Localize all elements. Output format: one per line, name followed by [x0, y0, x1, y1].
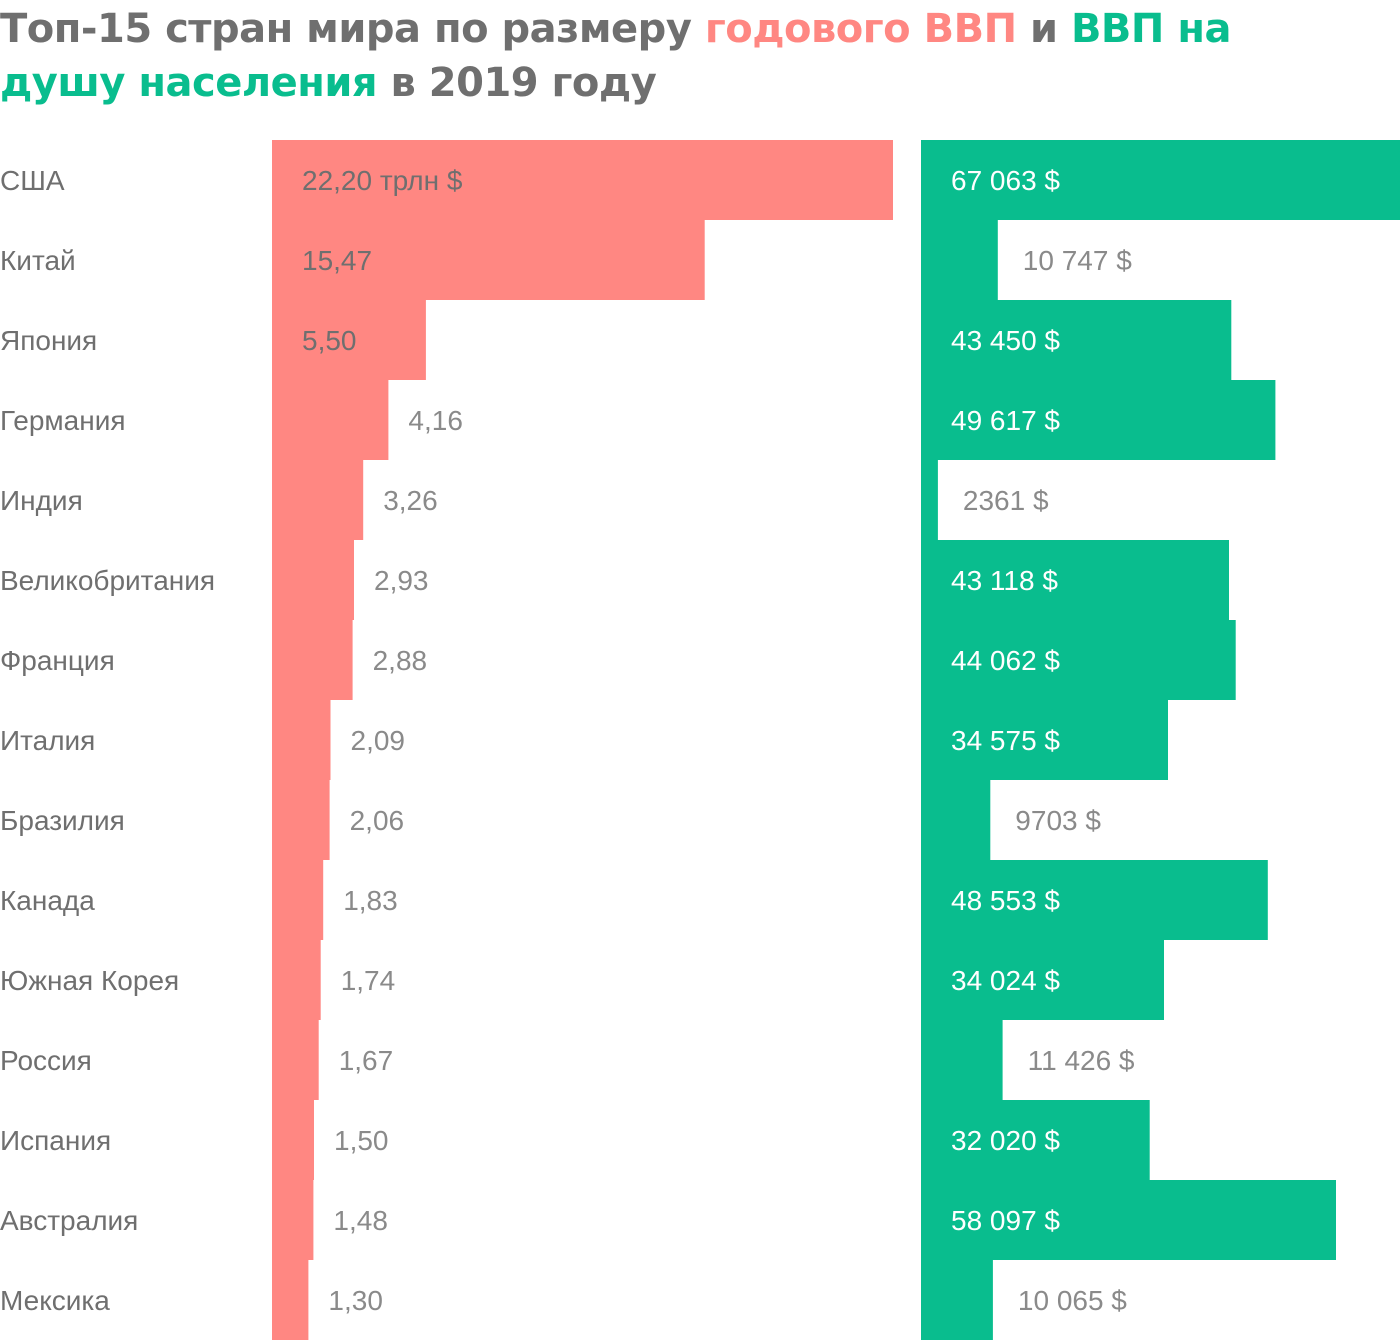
- country-label: Мексика: [0, 1285, 110, 1316]
- gdp-bar: [272, 860, 324, 940]
- gdp-value-label: 2,93: [374, 565, 429, 596]
- country-label: Австралия: [0, 1205, 138, 1236]
- gdp-value-label: 1,50: [334, 1125, 389, 1156]
- country-label: Испания: [0, 1125, 111, 1156]
- per-capita-bar: [921, 1260, 993, 1340]
- gdp-value-label: 1,83: [343, 885, 398, 916]
- per-capita-value-label: 48 553 $: [951, 885, 1060, 916]
- gdp-bar: [272, 1020, 319, 1100]
- gdp-bar: [272, 540, 354, 620]
- per-capita-value-label: 9703 $: [1015, 805, 1101, 836]
- gdp-value-label: 1,30: [328, 1285, 383, 1316]
- per-capita-bar: [921, 700, 1168, 780]
- per-capita-bar: [921, 940, 1164, 1020]
- per-capita-bar: [921, 620, 1236, 700]
- per-capita-value-label: 10 747 $: [1023, 245, 1132, 276]
- gdp-bar: [272, 620, 353, 700]
- per-capita-value-label: 2361 $: [963, 485, 1049, 516]
- per-capita-value-label: 43 450 $: [951, 325, 1060, 356]
- per-capita-value-label: 10 065 $: [1018, 1285, 1127, 1316]
- per-capita-bar: [921, 460, 938, 540]
- title-part-3: и: [1016, 6, 1071, 52]
- title-part-5: в 2019 году: [377, 60, 657, 106]
- per-capita-value-label: 44 062 $: [951, 645, 1060, 676]
- gdp-bar: [272, 940, 321, 1020]
- per-capita-value-label: 32 020 $: [951, 1125, 1060, 1156]
- gdp-value-label: 1,67: [339, 1045, 394, 1076]
- country-label: Китай: [0, 245, 76, 276]
- gdp-bar: [272, 1260, 309, 1340]
- gdp-bar: [272, 460, 364, 540]
- per-capita-bar: [921, 780, 991, 860]
- gdp-value-label: 3,26: [383, 485, 438, 516]
- country-label: Великобритания: [0, 565, 215, 596]
- title-gdp-highlight: годового ВВП: [704, 6, 1017, 52]
- per-capita-bar: [921, 540, 1229, 620]
- gdp-value-label: 22,20 трлн $: [302, 165, 463, 196]
- title-part-1: Топ-15 стран мира по размеру: [0, 6, 705, 52]
- per-capita-bar: [921, 1180, 1336, 1260]
- country-label: Франция: [0, 645, 115, 676]
- country-label: Италия: [0, 725, 95, 756]
- country-label: Япония: [0, 325, 97, 356]
- gdp-bar: [272, 700, 331, 780]
- country-label: Бразилия: [0, 805, 125, 836]
- gdp-bar: [272, 380, 389, 460]
- gdp-value-label: 1,48: [333, 1205, 388, 1236]
- gdp-value-label: 2,06: [350, 805, 405, 836]
- gdp-bar: [272, 300, 426, 380]
- per-capita-bar: [921, 860, 1268, 940]
- gdp-bar: [272, 140, 893, 220]
- country-label: Южная Корея: [0, 965, 179, 996]
- per-capita-value-label: 34 024 $: [951, 965, 1060, 996]
- chart-title: Топ-15 стран мира по размеру годового ВВ…: [0, 2, 1320, 110]
- per-capita-value-label: 49 617 $: [951, 405, 1060, 436]
- per-capita-bar: [921, 1100, 1150, 1180]
- per-capita-value-label: 67 063 $: [951, 165, 1060, 196]
- country-label: США: [0, 165, 65, 196]
- gdp-bar: [272, 220, 705, 300]
- gdp-value-label: 4,16: [408, 405, 463, 436]
- gdp-bar: [272, 780, 330, 860]
- gdp-value-label: 1,74: [341, 965, 396, 996]
- gdp-bar: [272, 1100, 314, 1180]
- gdp-bar: [272, 1180, 314, 1260]
- per-capita-bar: [921, 380, 1276, 460]
- gdp-value-label: 2,88: [373, 645, 428, 676]
- country-label: Германия: [0, 405, 126, 436]
- per-capita-bar: [921, 140, 1400, 220]
- country-label: Индия: [0, 485, 83, 516]
- per-capita-value-label: 11 426 $: [1028, 1045, 1135, 1076]
- country-label: Канада: [0, 885, 95, 916]
- title-per-capita-highlight: ВВП на душу населения: [0, 6, 1231, 106]
- per-capita-bar: [921, 220, 998, 300]
- per-capita-value-label: 34 575 $: [951, 725, 1060, 756]
- per-capita-bar: [921, 1020, 1003, 1100]
- gdp-value-label: 2,09: [351, 725, 406, 756]
- per-capita-bar: [921, 300, 1232, 380]
- gdp-value-label: 5,50: [302, 325, 357, 356]
- per-capita-value-label: 43 118 $: [951, 565, 1058, 596]
- country-label: Россия: [0, 1045, 92, 1076]
- per-capita-value-label: 58 097 $: [951, 1205, 1060, 1236]
- gdp-value-label: 15,47: [302, 245, 372, 276]
